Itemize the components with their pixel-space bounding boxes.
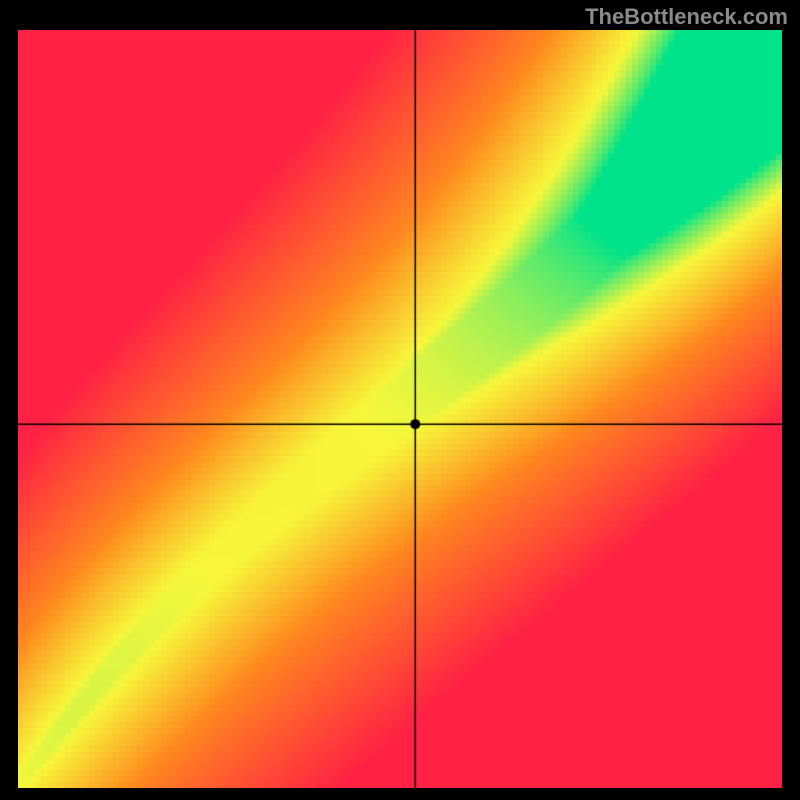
bottleneck-heatmap — [18, 30, 782, 788]
watermark-text: TheBottleneck.com — [585, 4, 788, 30]
